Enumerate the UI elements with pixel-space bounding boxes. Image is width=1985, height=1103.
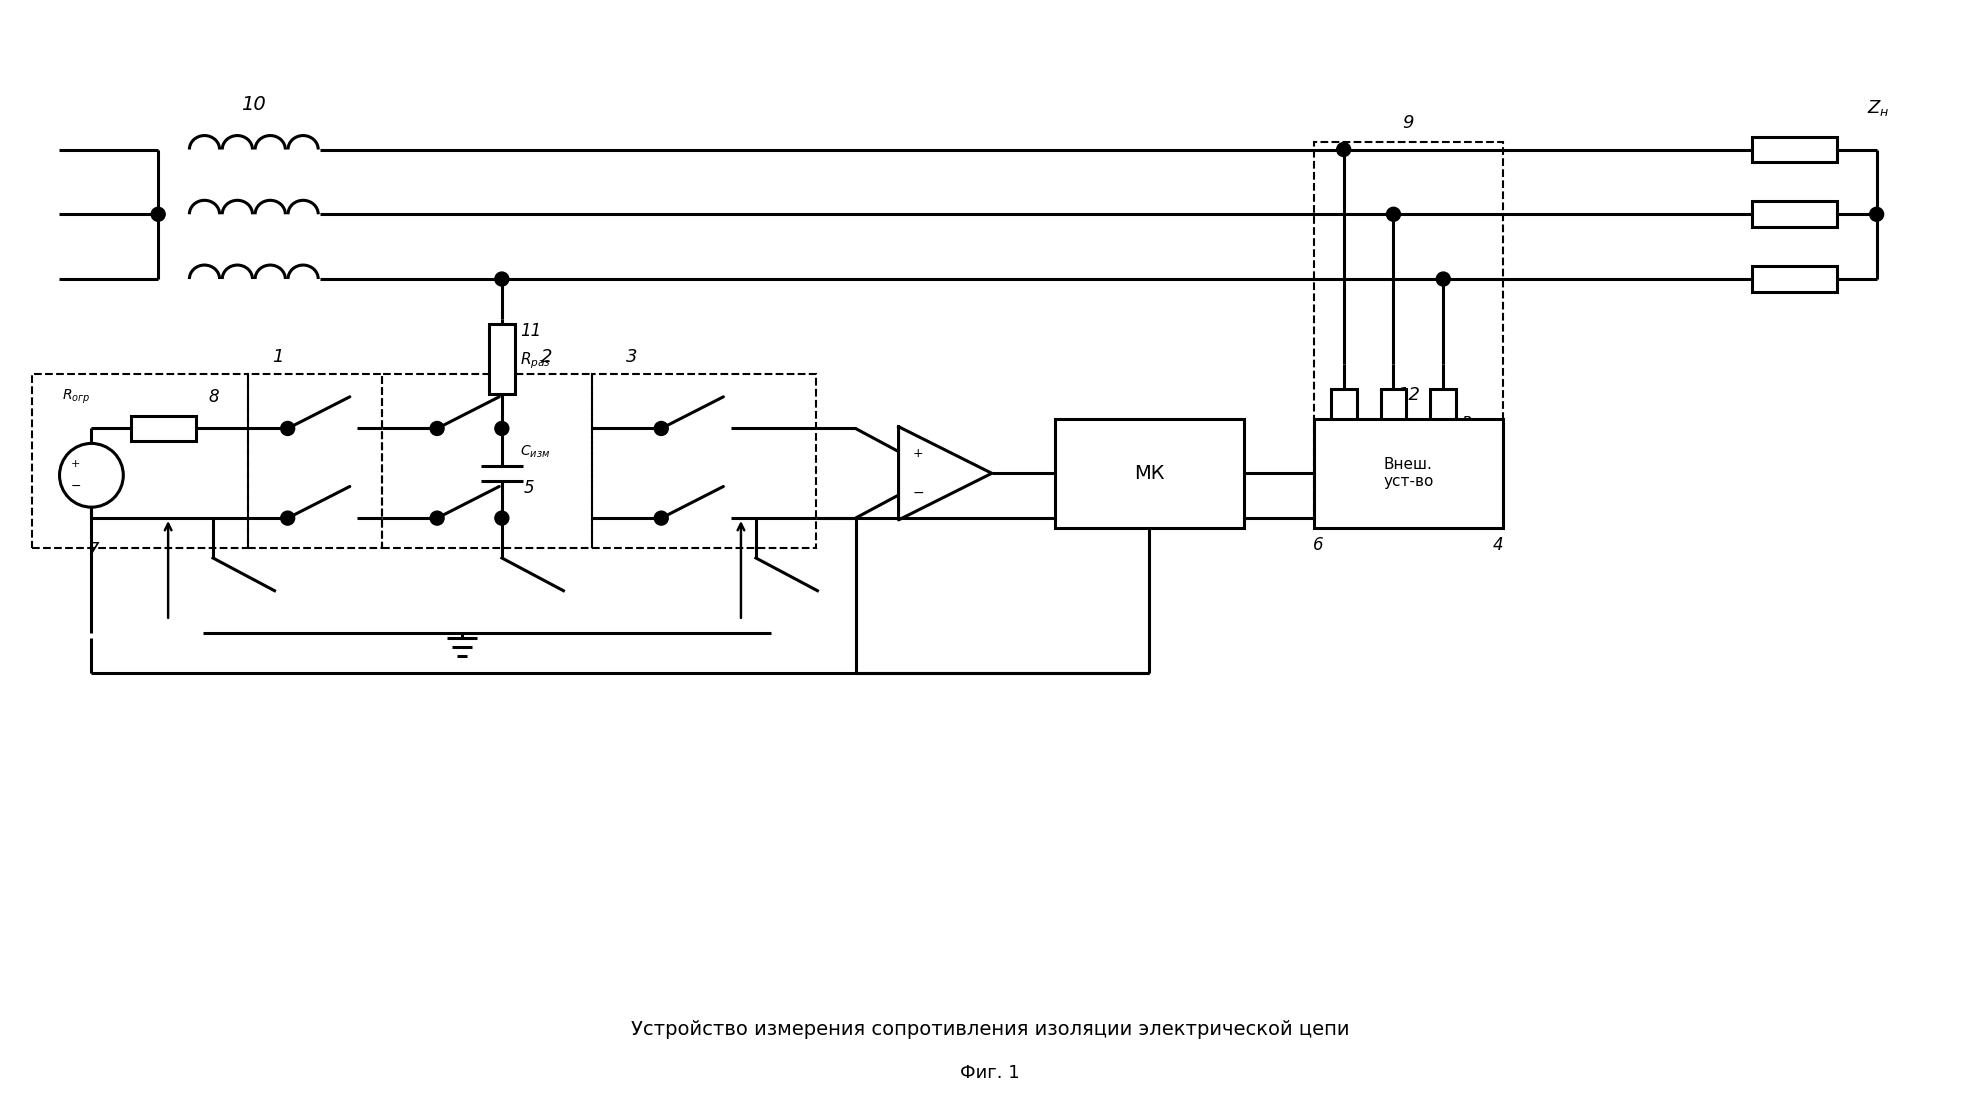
Circle shape: [655, 421, 669, 436]
Text: +: +: [71, 459, 79, 469]
Bar: [1380, 388, 1407, 459]
Bar: [1314, 141, 1503, 518]
Bar: [1330, 388, 1356, 459]
Circle shape: [280, 421, 294, 436]
Text: Фиг. 1: Фиг. 1: [961, 1064, 1020, 1082]
Circle shape: [151, 207, 165, 222]
Text: −: −: [913, 485, 923, 500]
Text: −: −: [69, 480, 81, 493]
Text: +: +: [913, 448, 923, 460]
Bar: [592, 374, 816, 548]
Circle shape: [280, 511, 294, 525]
Text: 8: 8: [208, 387, 218, 406]
Text: 2: 2: [542, 347, 552, 366]
Bar: [248, 374, 383, 548]
Text: 4: 4: [1493, 536, 1503, 554]
Circle shape: [494, 421, 508, 436]
Text: $C_{изм}$: $C_{изм}$: [520, 443, 550, 460]
Text: Устройство измерения сопротивления изоляции электрической цепи: Устройство измерения сопротивления изоля…: [631, 1019, 1350, 1039]
Text: $R_{раз}$: $R_{раз}$: [520, 351, 552, 371]
Circle shape: [60, 443, 123, 507]
Text: 11: 11: [520, 322, 542, 340]
Circle shape: [1336, 142, 1350, 157]
Text: 12: 12: [1397, 386, 1419, 404]
Text: $R_{огр}$: $R_{огр}$: [62, 387, 89, 406]
Text: 3: 3: [625, 347, 637, 366]
Bar: [1753, 137, 1836, 162]
Bar: [383, 374, 592, 548]
Bar: [1054, 418, 1245, 528]
Circle shape: [1386, 207, 1401, 222]
Circle shape: [655, 511, 669, 525]
Circle shape: [431, 421, 445, 436]
Bar: [131, 416, 195, 441]
Bar: [32, 374, 248, 548]
Circle shape: [431, 511, 445, 525]
Text: 9: 9: [1403, 114, 1413, 131]
Circle shape: [494, 272, 508, 286]
Circle shape: [1870, 207, 1884, 222]
Text: 6: 6: [1314, 536, 1324, 554]
Circle shape: [494, 511, 508, 525]
Bar: [488, 324, 514, 394]
Text: МК: МК: [1133, 463, 1165, 483]
Text: 7: 7: [87, 540, 99, 559]
Bar: [1753, 202, 1836, 227]
Text: 10: 10: [242, 95, 266, 115]
Text: 5: 5: [524, 479, 534, 497]
Bar: [1314, 418, 1503, 528]
Circle shape: [1437, 272, 1451, 286]
Text: $Z_н$: $Z_н$: [1866, 98, 1890, 118]
Text: $R_{изол}$: $R_{изол}$: [1461, 414, 1499, 432]
Text: 1: 1: [272, 347, 284, 366]
Text: Внеш.
уст-во: Внеш. уст-во: [1384, 457, 1433, 490]
Bar: [1431, 388, 1457, 459]
Bar: [1753, 266, 1836, 292]
